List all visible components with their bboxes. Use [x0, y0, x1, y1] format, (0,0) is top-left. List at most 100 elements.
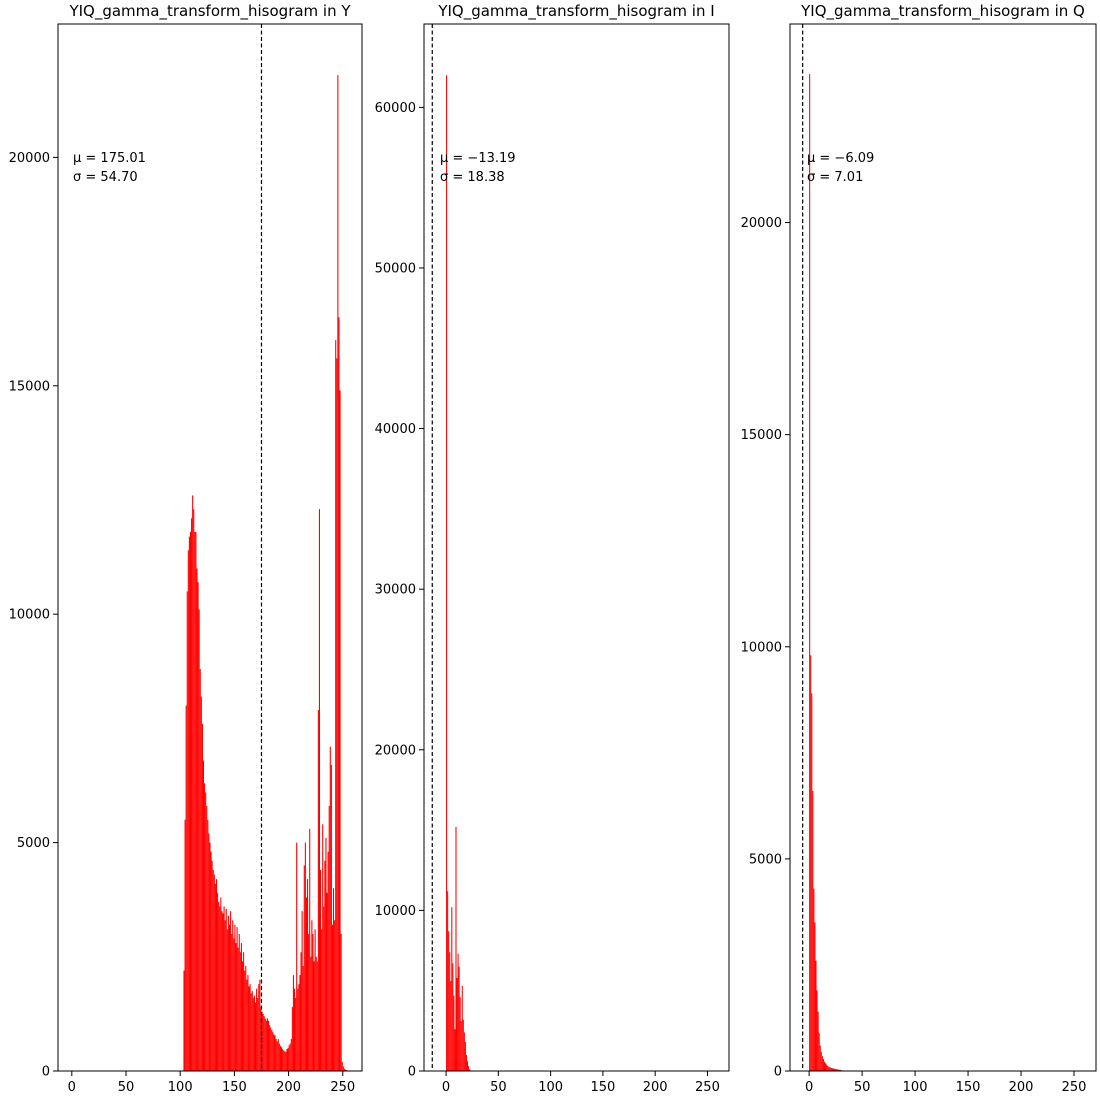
histogram-bar [329, 746, 331, 1071]
histogram-bar [818, 1032, 820, 1071]
histogram-bar [214, 883, 216, 1071]
histogram-bar [230, 911, 232, 1071]
histogram-panel-2: 0 50 100 150 200 250 0 10000 20000 30000 40000 5000… [375, 2, 730, 1095]
histogram-bar [317, 710, 319, 1071]
histogram-bar [208, 833, 210, 1071]
histogram-bar [274, 1035, 276, 1071]
histogram-bar [825, 1063, 827, 1071]
histogram-bar [328, 806, 330, 1071]
y-tick-label: 15000 [9, 379, 50, 394]
histogram-bar [250, 993, 252, 1071]
histogram-bar [280, 1047, 283, 1071]
x-tick-label: 200 [1009, 1080, 1034, 1095]
histogram-bar [324, 860, 326, 1071]
histogram-bar [215, 879, 218, 1071]
histogram-bar [464, 1042, 466, 1071]
histogram-bar [823, 1061, 826, 1071]
y-tick-label: 40000 [375, 422, 416, 437]
histogram-bar [217, 892, 219, 1071]
histogram-bar [249, 984, 251, 1071]
histogram-bar [284, 1051, 286, 1071]
chart-title: YIQ_gamma_transform_hisogram in Y [68, 2, 351, 21]
x-tick-label: 50 [490, 1080, 507, 1095]
y-tick-label: 20000 [9, 151, 50, 166]
histogram-bar [210, 851, 212, 1071]
histogram-panel-1: 0 50 100 150 200 250 0 5000 10000 15000 20000 YIQ_g… [9, 2, 363, 1095]
histogram-bar [279, 1045, 281, 1071]
x-tick-label: 50 [854, 1080, 871, 1095]
x-tick-label: 150 [956, 1080, 981, 1095]
y-tick-label: 15000 [741, 428, 782, 443]
histogram-bar [323, 906, 325, 1071]
x-tick-label: 250 [1062, 1080, 1087, 1095]
histogram-bar [343, 1068, 345, 1071]
histogram-bar [243, 952, 245, 1071]
histogram-bar [458, 966, 460, 1071]
y-tick-label: 20000 [741, 216, 782, 231]
histogram-bar [300, 952, 302, 1071]
histogram-bar [207, 819, 209, 1071]
histogram-bar [271, 1029, 273, 1071]
histogram-bar [813, 888, 815, 1071]
histogram-bar [309, 828, 311, 1071]
histogram-bar [293, 988, 296, 1071]
y-tick-label: 0 [774, 1065, 782, 1080]
histogram-bar [821, 1056, 823, 1071]
histogram-bar [194, 531, 196, 1071]
chart-title: YIQ_gamma_transform_hisogram in Q [800, 2, 1085, 21]
y-tick-label: 0 [42, 1065, 50, 1080]
histogram-bar [326, 892, 328, 1071]
y-tick-label: 20000 [375, 743, 416, 758]
histogram-bar [829, 1067, 831, 1071]
histogram-bar [292, 975, 294, 1071]
histogram-bar [339, 390, 341, 1071]
x-tick-label: 0 [68, 1080, 76, 1095]
histogram-bar [295, 997, 297, 1071]
y-tick-label: 50000 [375, 261, 416, 276]
histogram-bar [832, 1068, 834, 1071]
histogram-bar [222, 913, 224, 1071]
histogram-bar [192, 495, 194, 1071]
histogram-bar [816, 990, 818, 1071]
histogram-bar [321, 929, 323, 1071]
histogram-bar [191, 518, 193, 1071]
histogram-bar [252, 997, 254, 1071]
histogram-bar [448, 931, 450, 1071]
histogram-bar [333, 888, 335, 1071]
histogram-bar [234, 924, 236, 1071]
histogram-bar [304, 842, 306, 1071]
x-tick-label: 150 [590, 1080, 615, 1095]
histogram-bar [839, 1069, 841, 1071]
histogram-bar [822, 1059, 824, 1071]
x-tick-label: 200 [276, 1080, 301, 1095]
histogram-bar [226, 929, 228, 1071]
histogram-bar [246, 979, 248, 1071]
histogram-bars [446, 75, 472, 1072]
histogram-bar [447, 891, 449, 1071]
histogram-bar [810, 655, 812, 1071]
histogram-bar [244, 970, 246, 1071]
histogram-bar [264, 1018, 266, 1071]
histogram-bar [183, 970, 185, 1071]
histogram-bar [287, 1048, 289, 1071]
histogram-bar [313, 961, 315, 1071]
histogram-bar [819, 1045, 821, 1071]
axes-frame [423, 23, 730, 1072]
histogram-bar [466, 1061, 469, 1071]
y-tick-label: 10000 [9, 608, 50, 623]
histogram-bar [460, 1021, 462, 1071]
histogram-bar [306, 879, 309, 1071]
histogram-bar [334, 920, 336, 1071]
histogram-bar [240, 943, 242, 1071]
y-tick-label: 30000 [375, 583, 416, 598]
histogram-bar [318, 509, 321, 1071]
histogram-bar [206, 806, 208, 1071]
histogram-bar [457, 953, 459, 1071]
sigma-annotation: σ = 18.38 [440, 170, 505, 185]
histogram-bars [809, 74, 853, 1072]
histogram-bar [213, 874, 215, 1071]
histogram-bar [195, 531, 197, 1071]
histogram-bar [315, 956, 317, 1071]
histogram-panel-3: 0 50 100 150 200 250 0 5000 10000 15000 20000 YIQ_g… [741, 2, 1097, 1095]
